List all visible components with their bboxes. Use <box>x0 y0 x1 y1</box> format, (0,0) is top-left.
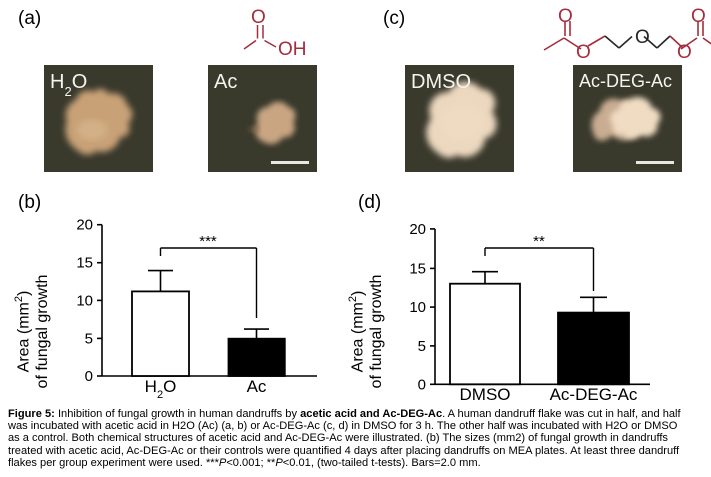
svg-text:O: O <box>576 42 591 63</box>
svg-text:O: O <box>558 6 573 27</box>
svg-text:O: O <box>635 27 650 48</box>
svg-text:10: 10 <box>76 292 93 309</box>
svg-text:10: 10 <box>409 299 426 316</box>
svg-text:O: O <box>691 6 706 27</box>
svg-text:DMSO: DMSO <box>460 385 511 400</box>
svg-text:Ac-DEG-Ac: Ac-DEG-Ac <box>550 385 638 400</box>
svg-text:O: O <box>677 42 692 63</box>
svg-text:20: 20 <box>76 217 93 234</box>
svg-text:20: 20 <box>409 221 426 238</box>
svg-text:15: 15 <box>409 260 426 277</box>
svg-text:0: 0 <box>418 376 426 393</box>
svg-text:15: 15 <box>76 255 93 272</box>
svg-text:**: ** <box>533 233 545 250</box>
svg-text:5: 5 <box>85 330 93 347</box>
svg-text:5: 5 <box>418 338 426 355</box>
svg-text:O: O <box>251 7 266 28</box>
svg-text:0: 0 <box>85 368 93 385</box>
svg-text:***: *** <box>199 233 217 250</box>
svg-text:H2O: H2O <box>145 377 177 400</box>
svg-text:Ac: Ac <box>247 377 267 396</box>
svg-text:OH: OH <box>278 39 307 60</box>
